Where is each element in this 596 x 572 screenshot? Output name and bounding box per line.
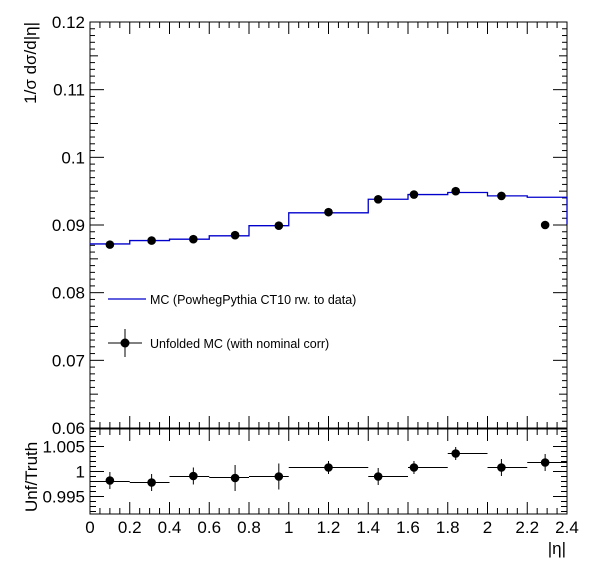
y-tick-label: 0.08 — [52, 284, 85, 303]
y-tick-label: 0.1 — [61, 148, 85, 167]
main-y-axis-ticks — [90, 21, 567, 429]
ratio-point — [497, 463, 506, 472]
ratio-y-tick-label: 1.005 — [42, 438, 85, 457]
data-point — [451, 186, 461, 196]
main-y-tick-labels: 0.06 0.07 0.08 0.09 0.1 0.11 0.12 — [52, 13, 85, 438]
x-tick-labels: 0 0.2 0.4 0.6 0.8 1 1.2 1.4 1.6 1.8 2 2.2 2.4 — [85, 518, 579, 537]
data-point — [274, 221, 284, 230]
x-tick-label: 0.8 — [237, 518, 261, 537]
ratio-point — [147, 478, 156, 487]
ratio-point — [409, 463, 419, 472]
x-tick-label: 1.8 — [436, 518, 460, 537]
ratio-point — [230, 473, 240, 483]
x-tick-label: 0.4 — [158, 518, 182, 537]
data-point — [409, 190, 419, 199]
ratio-points — [105, 447, 550, 491]
ratio-point — [189, 471, 198, 481]
ratio-y-tick-label: 1 — [76, 463, 85, 482]
data-point — [324, 207, 333, 217]
x-tick-label: 0.2 — [118, 518, 142, 537]
legend-unfolded-label: Unfolded MC (with nominal corr) — [150, 337, 329, 351]
y-tick-label: 0.12 — [52, 13, 85, 32]
y-tick-label: 0.11 — [53, 81, 85, 100]
ratio-point — [373, 472, 383, 481]
data-point — [147, 236, 156, 245]
x-axis-title: |η| — [548, 539, 566, 558]
legend-marker-swatch — [120, 338, 130, 348]
data-point — [373, 194, 383, 204]
x-tick-label: 1.6 — [396, 518, 420, 537]
x-tick-label: 1 — [284, 518, 293, 537]
ratio-point — [274, 472, 284, 481]
ratio-x-axis-ticks — [89, 429, 568, 514]
y-tick-label: 0.06 — [52, 419, 85, 438]
unfolded-points — [105, 186, 550, 249]
ratio-y-tick-labels: 0.995 1 1.005 — [42, 438, 85, 507]
y-tick-label: 0.09 — [52, 216, 85, 235]
data-point — [189, 234, 198, 244]
ratio-point — [451, 449, 461, 458]
data-point — [105, 240, 115, 249]
ratio-y-axis-title: Unf/Truth — [22, 442, 41, 512]
data-point — [230, 230, 240, 240]
legend: MC (PowhegPythia CT10 rw. to data) Unfol… — [108, 293, 356, 357]
ratio-point — [324, 463, 333, 472]
y-tick-label: 0.07 — [52, 351, 85, 370]
x-tick-label: 2.4 — [555, 518, 579, 537]
legend-mc-label: MC (PowhegPythia CT10 rw. to data) — [150, 293, 356, 307]
x-tick-label: 2.2 — [515, 518, 539, 537]
mc-histogram-line — [90, 191, 568, 245]
data-point — [540, 220, 550, 230]
main-y-axis-title: 1/σ dσ/d|η| — [21, 22, 40, 104]
x-tick-label: 0.6 — [197, 518, 221, 537]
x-tick-label: 2 — [483, 518, 492, 537]
data-point — [497, 191, 506, 201]
main-plot-frame — [89, 21, 568, 429]
x-tick-label: 1.2 — [317, 518, 341, 537]
ratio-y-tick-label: 0.995 — [42, 488, 85, 507]
main-x-axis-ticks — [89, 22, 568, 428]
ratio-point — [540, 458, 550, 467]
x-tick-label: 0 — [85, 518, 94, 537]
x-tick-label: 1.4 — [356, 518, 380, 537]
ratio-point — [105, 476, 115, 485]
